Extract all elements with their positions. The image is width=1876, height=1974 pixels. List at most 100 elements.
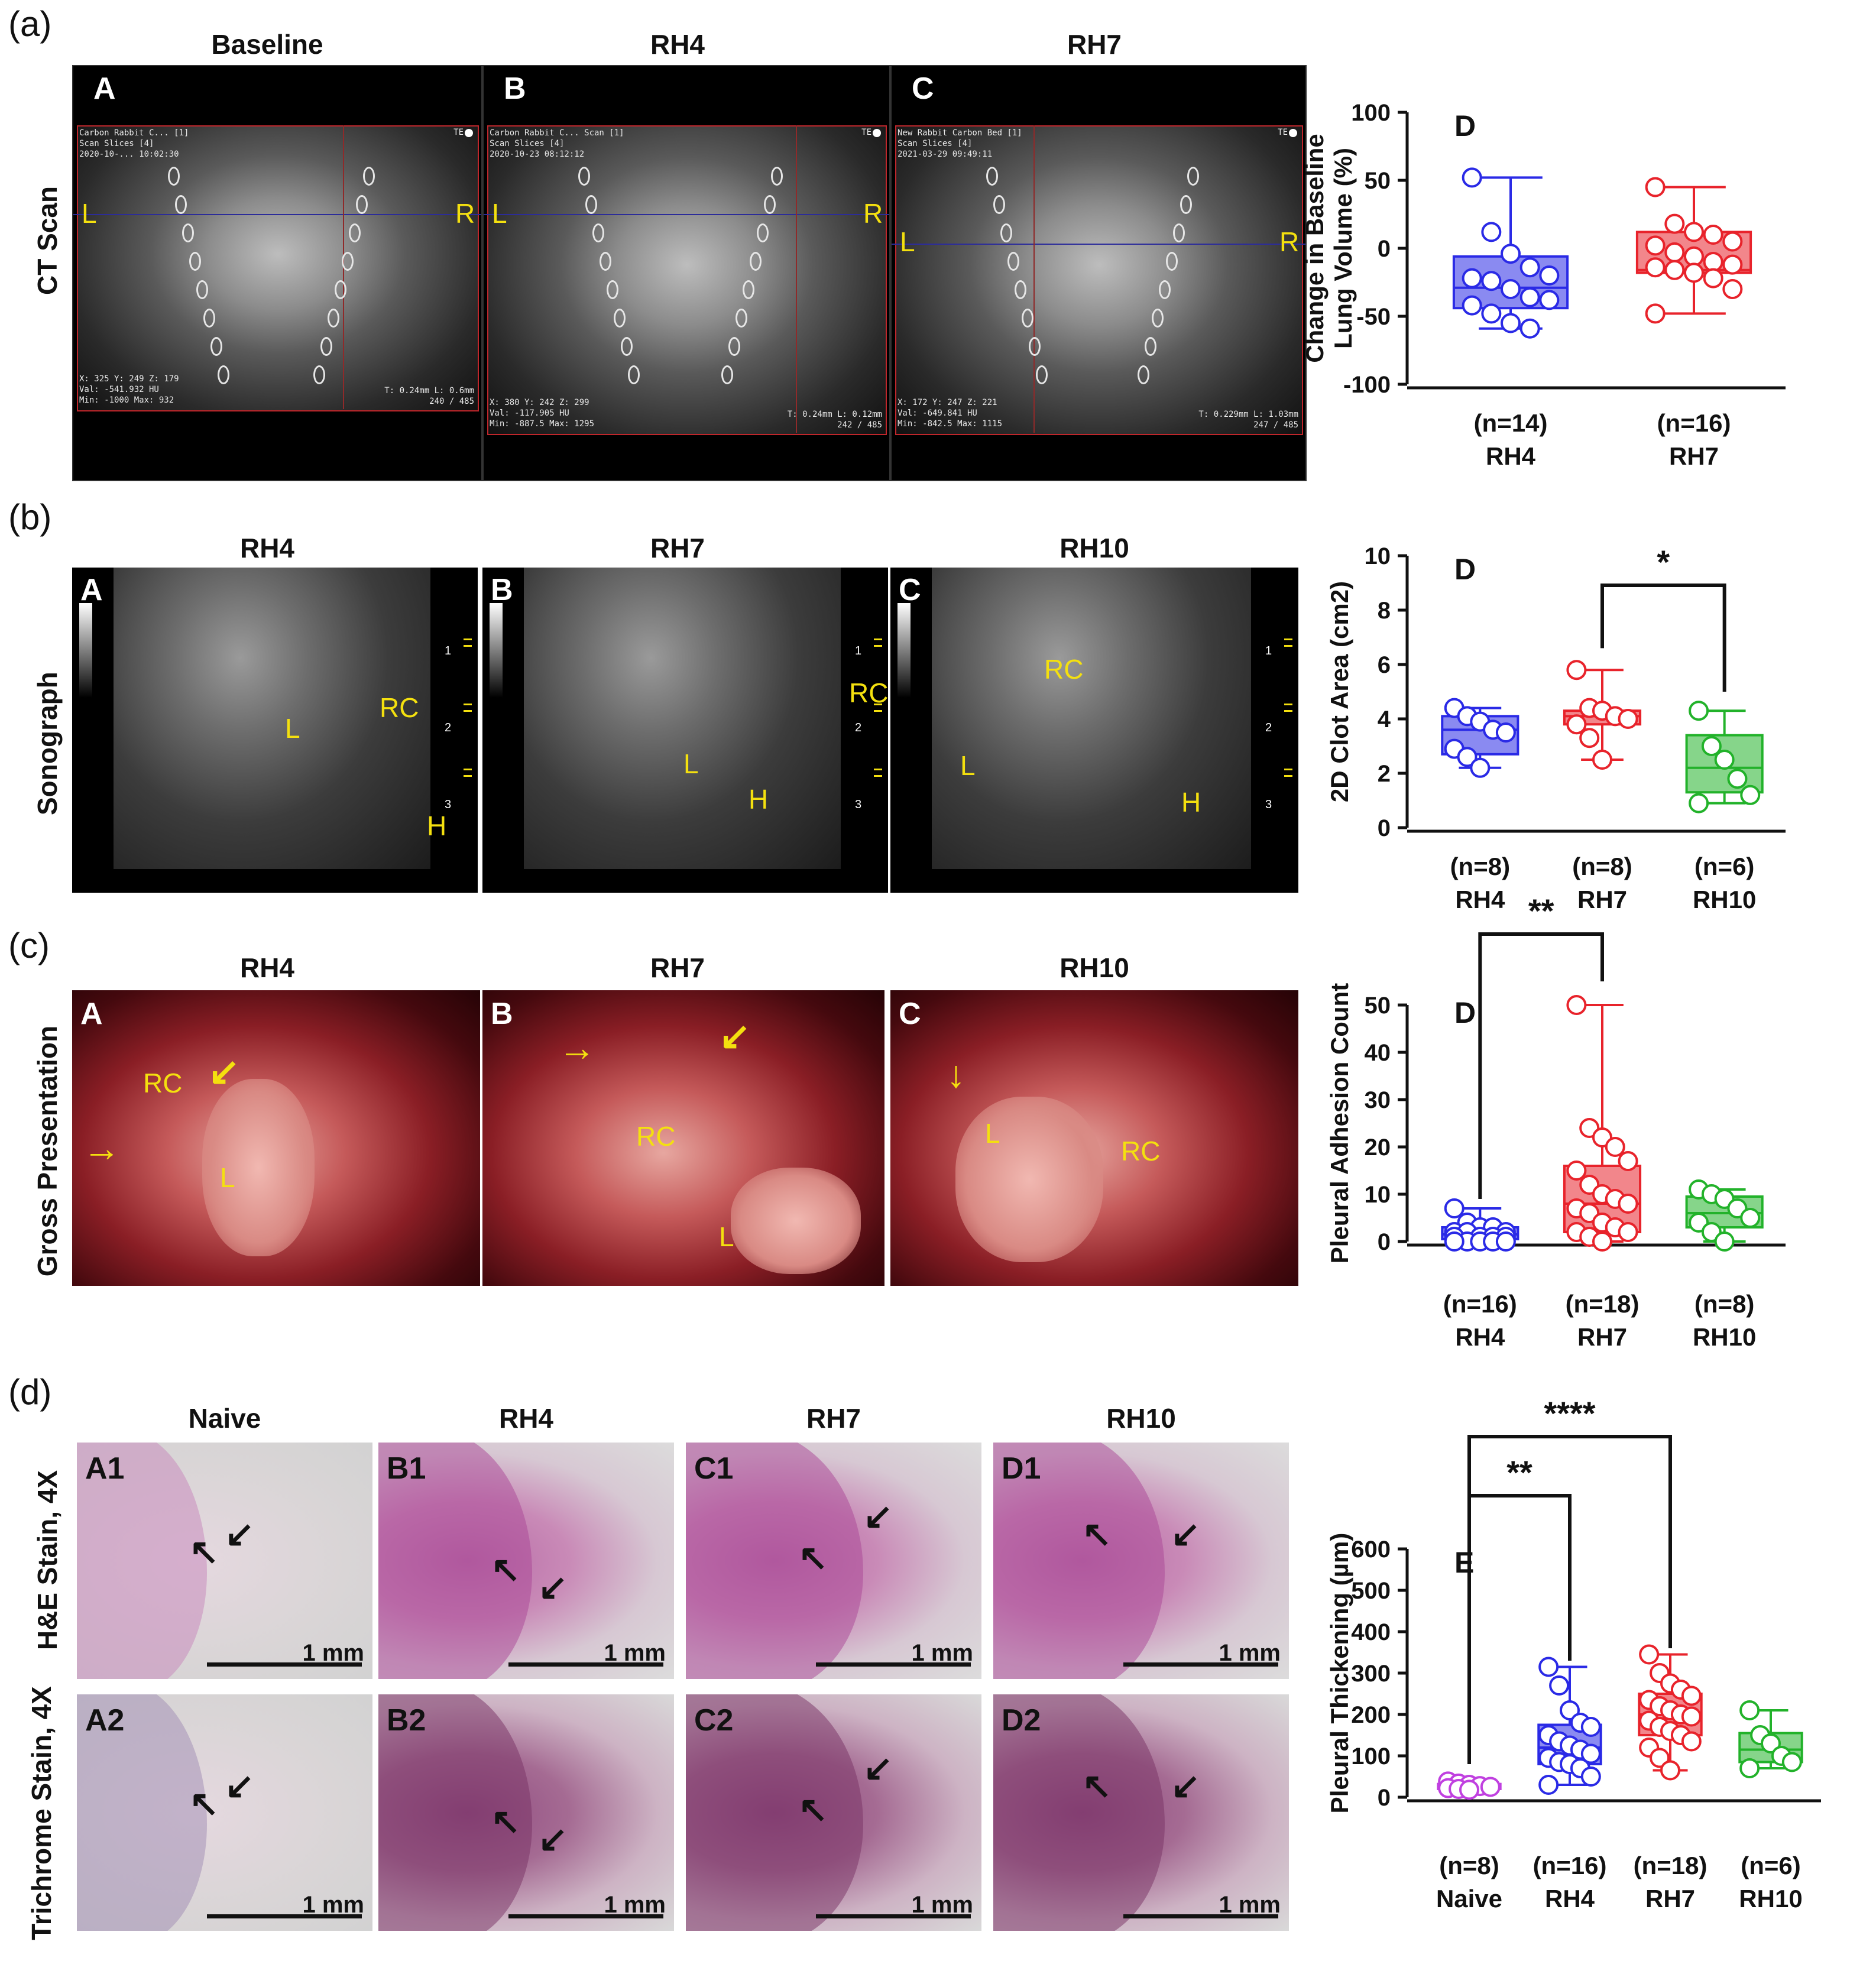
rib-shape [600, 252, 611, 271]
section-letter-b: (b) [8, 497, 52, 537]
tissue-region [77, 1694, 207, 1931]
data-point [1566, 660, 1587, 680]
scale-bar-label: 1 mm [302, 1892, 365, 1918]
anatomy-label-l: L [719, 1221, 734, 1252]
data-point [1579, 728, 1600, 748]
rib-shape [356, 195, 368, 214]
ct-info-line: 240 / 485 [429, 397, 474, 406]
ct-info-line: X: 325 Y: 249 Z: 179 [79, 374, 179, 384]
yellow-arrow-icon: ↙ [208, 1050, 240, 1093]
ct-info-line: Carbon Rabbit C... Scan [1] [490, 128, 624, 138]
data-point [1727, 769, 1748, 789]
ct-info-line: X: 380 Y: 242 Z: 299 [490, 398, 589, 407]
data-point [1592, 750, 1612, 770]
histology-panel-d2: D2 ↖ ↙ 1 mm [993, 1694, 1289, 1931]
anatomy-label-rc: RC [849, 678, 888, 708]
data-point [1459, 1779, 1479, 1800]
data-point [1566, 1161, 1587, 1181]
anatomy-label-h: H [749, 784, 769, 815]
black-arrow-icon: ↙ [863, 1748, 893, 1788]
rib-shape [1000, 223, 1012, 242]
rib-shape [1138, 365, 1149, 384]
ct-info-bottom: X: 172 Y: 247 Z: 221 Val: -649.841 HU Min:… [898, 397, 1002, 429]
sonograph-image [932, 568, 1251, 869]
tissue-region [993, 1443, 1165, 1679]
data-point [1519, 257, 1540, 278]
group-name-label: RH10 [1693, 1323, 1756, 1351]
data-point [1684, 222, 1704, 242]
rib-shape [721, 365, 733, 384]
y-tick-label: 100 [1351, 1743, 1391, 1769]
column-title-rh4: RH4 [650, 29, 705, 60]
data-point [1501, 313, 1521, 333]
focus-marker [874, 704, 882, 712]
y-tick-label: 40 [1365, 1040, 1391, 1066]
y-tick-label: 200 [1351, 1702, 1391, 1728]
black-arrow-icon: ↙ [1171, 1514, 1201, 1554]
ct-panel-b: B L R Carbon Rabbit C... Scan [1] Scan Slice… [482, 65, 890, 481]
column-title-rh10-histo: RH10 [1106, 1403, 1176, 1434]
rib-shape [203, 309, 215, 328]
data-point [1689, 701, 1709, 721]
data-point [1566, 995, 1587, 1015]
black-arrow-icon: ↖ [491, 1550, 521, 1589]
rib-shape [1173, 223, 1185, 242]
group-n-label: (n=8) [1450, 853, 1511, 880]
black-arrow-icon: ↙ [225, 1514, 255, 1554]
column-title-rh10-sono: RH10 [1059, 533, 1129, 563]
sonograph-image [114, 568, 430, 869]
rib-shape [320, 337, 332, 356]
ct-image [487, 125, 887, 435]
ct-info-line: New Rabbit Carbon Bed [1] [898, 128, 1022, 138]
focus-marker [464, 769, 472, 777]
ct-left-marker: L [82, 198, 97, 229]
rib-shape [585, 195, 597, 214]
data-point [1470, 757, 1491, 778]
rib-shape [328, 309, 339, 328]
ct-info-line: Val: -541.932 HU [79, 385, 159, 394]
data-point [1664, 213, 1685, 234]
y-axis-label: Pleural Thickening (µm) [1326, 1533, 1353, 1814]
ct-info-top: Carbon Rabbit C... [1] Scan Slices [4] 202… [79, 128, 189, 160]
ct-orientation-top: TE [453, 128, 464, 137]
y-tick-label: 400 [1351, 1619, 1391, 1645]
ct-panel-a: A L R Carbon Rabbit C... [1] Scan Slices [4]… [72, 65, 482, 481]
data-point [1580, 1717, 1601, 1737]
ct-orientation-top: TE [861, 128, 871, 137]
rib-shape [628, 365, 640, 384]
data-point [1501, 244, 1521, 264]
ct-info-right: T: 0.229mm L: 1.03mm 247 / 485 [1198, 409, 1298, 430]
scale-bar [508, 1914, 663, 1918]
rib-shape [349, 223, 361, 242]
group-n-label: (n=6) [1741, 1852, 1801, 1879]
black-arrow-icon: ↙ [538, 1819, 568, 1859]
depth-tick: 1 [855, 644, 862, 657]
y-tick-label: 0 [1378, 1785, 1391, 1811]
data-point [1444, 1231, 1464, 1252]
group-name-label: RH7 [1645, 1885, 1695, 1913]
y-tick-label: 600 [1351, 1537, 1391, 1563]
data-point [1714, 1231, 1735, 1252]
data-point [1481, 222, 1502, 242]
data-point [1462, 268, 1482, 289]
panel-letter: B [491, 997, 513, 1031]
histology-panel-b1: B1 ↖ ↙ 1 mm [378, 1443, 674, 1679]
y-tick-label: 10 [1365, 543, 1391, 569]
group-name-label: RH4 [1486, 442, 1536, 470]
black-arrow-icon: ↙ [1171, 1766, 1201, 1806]
lung-shape [955, 1097, 1103, 1262]
ct-info-line: 2020-10-23 08:12:12 [490, 150, 585, 159]
group-n-label: (n=6) [1694, 853, 1755, 880]
rib-shape [168, 167, 180, 186]
rib-shape [743, 280, 754, 299]
scale-bar [816, 1914, 971, 1918]
y-tick-label: 50 [1365, 168, 1391, 194]
data-point [1639, 1644, 1660, 1665]
ct-image [77, 125, 479, 411]
row-label-trichrome-stain: Trichrome Stain, 4X [26, 1686, 57, 1940]
chart-panel-letter: E [1454, 1546, 1474, 1579]
y-axis-label-line: Lung Volume (%) [1329, 148, 1357, 349]
ct-crosshair-vertical [796, 125, 797, 433]
data-point [1714, 750, 1735, 770]
